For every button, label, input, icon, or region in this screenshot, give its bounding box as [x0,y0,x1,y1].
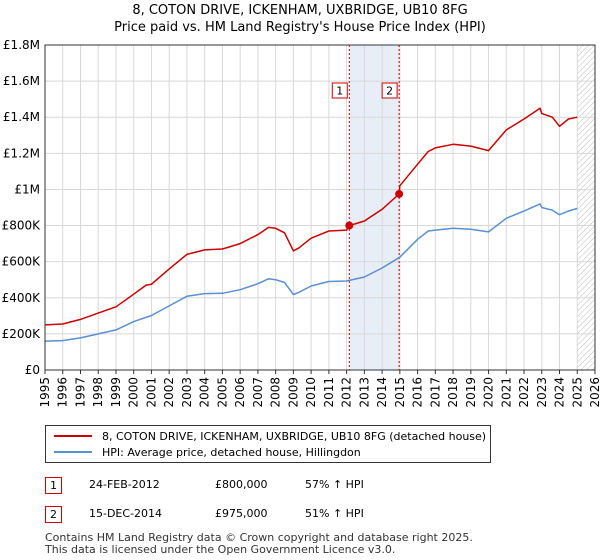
hpi-line [44,203,578,342]
x-tick-label: 2017 [428,377,442,408]
y-tick-label: £1.2M [3,146,40,160]
x-tick-label: 2012 [340,377,354,408]
legend-item-hpi: HPI: Average price, detached house, Hill… [54,445,361,459]
annotation-row-2: 2 15-DEC-2014 £975,000 51% ↑ HPI [45,506,565,523]
x-tick-label: 2026 [588,377,600,408]
x-tick-label: 2013 [357,377,371,408]
forecast-hatch [577,45,595,370]
footer-licence: This data is licensed under the Open Gov… [45,543,396,556]
y-tick-label: £0 [25,363,40,377]
chart-title: 8, COTON DRIVE, ICKENHAM, UXBRIDGE, UB10… [132,3,468,18]
annotation-price: £800,000 [215,478,268,491]
y-tick-label: £400K [2,291,42,305]
chart-subtitle: Price paid vs. HM Land Registry's House … [114,20,486,35]
x-tick-label: 2003 [180,377,194,408]
x-tick-label: 2015 [393,377,407,408]
y-tick-label: £200K [2,327,42,341]
x-tick-label: 1996 [56,377,70,408]
y-tick-label: £800K [2,219,42,233]
plot-frame [44,44,596,371]
x-tick-label: 2004 [198,377,212,408]
property-price-line [44,107,578,326]
legend-item-property: 8, COTON DRIVE, ICKENHAM, UXBRIDGE, UB10… [54,429,486,443]
x-tick-label: 2018 [446,377,460,408]
y-tick-label: £1.8M [3,38,40,52]
annotation-date: 24-FEB-2012 [89,478,160,491]
x-tick-label: 2010 [304,377,318,408]
legend-label-hpi: HPI: Average price, detached house, Hill… [102,445,361,459]
x-tick-label: 2021 [499,377,513,408]
y-tick-label: £1M [14,182,40,196]
x-tick-label: 2023 [535,377,549,408]
x-tick-label: 2016 [411,377,425,408]
x-tick-label: 2022 [517,377,531,408]
x-tick-label: 2019 [464,377,478,408]
x-tick-label: 2002 [162,377,176,408]
x-tick-label: 2025 [570,377,584,408]
legend-swatch-property [54,435,92,437]
sale-point [395,189,404,198]
footer-copyright: Contains HM Land Registry data © Crown c… [45,531,473,544]
x-tick-label: 1995 [38,377,52,408]
x-tick-label: 2014 [375,377,389,408]
sale-point [345,221,354,230]
annotation-row-1: 1 24-FEB-2012 £800,000 57% ↑ HPI [45,477,565,494]
legend-swatch-hpi [54,451,92,453]
x-tick-label: 2005 [215,377,229,408]
sale-number-box [381,82,398,99]
sale-number-box [331,82,348,99]
x-tick-label: 2000 [127,377,141,408]
x-tick-label: 2024 [553,377,567,408]
x-tick-label: 1997 [73,377,87,408]
x-tick-label: 1998 [91,377,105,408]
y-tick-label: £1.4M [3,110,40,124]
legend-label-property: 8, COTON DRIVE, ICKENHAM, UXBRIDGE, UB10… [102,429,487,443]
annotation-hpi: 51% ↑ HPI [305,507,364,520]
x-tick-label: 2001 [144,377,158,408]
x-tick-label: 2008 [269,377,283,408]
annotation-marker-2: 2 [45,506,62,523]
annotation-date: 15-DEC-2014 [89,507,163,520]
sale-number-label: 2 [386,85,393,98]
y-tick-label: £600K [2,255,42,269]
sales-period-shade [349,45,400,370]
plot-area [45,45,595,370]
annotation-marker-1: 1 [45,477,62,494]
x-tick-label: 2020 [482,377,496,408]
sale-number-label: 1 [336,85,343,98]
annotation-hpi: 57% ↑ HPI [305,478,364,491]
x-tick-label: 2011 [322,377,336,408]
annotation-price: £975,000 [215,507,268,520]
price-chart: £0 £200K £400K £600K £800K £1M £1.2M £1.4M £1.6M… [2,38,600,408]
x-tick-label: 2007 [251,377,265,408]
x-tick-label: 1999 [109,377,123,408]
footer: Contains HM Land Registry data © Crown c… [45,532,473,556]
legend: 8, COTON DRIVE, ICKENHAM, UXBRIDGE, UB10… [45,425,491,463]
y-tick-label: £1.6M [3,74,40,88]
x-tick-label: 2009 [286,377,300,408]
x-tick-label: 2006 [233,377,247,408]
